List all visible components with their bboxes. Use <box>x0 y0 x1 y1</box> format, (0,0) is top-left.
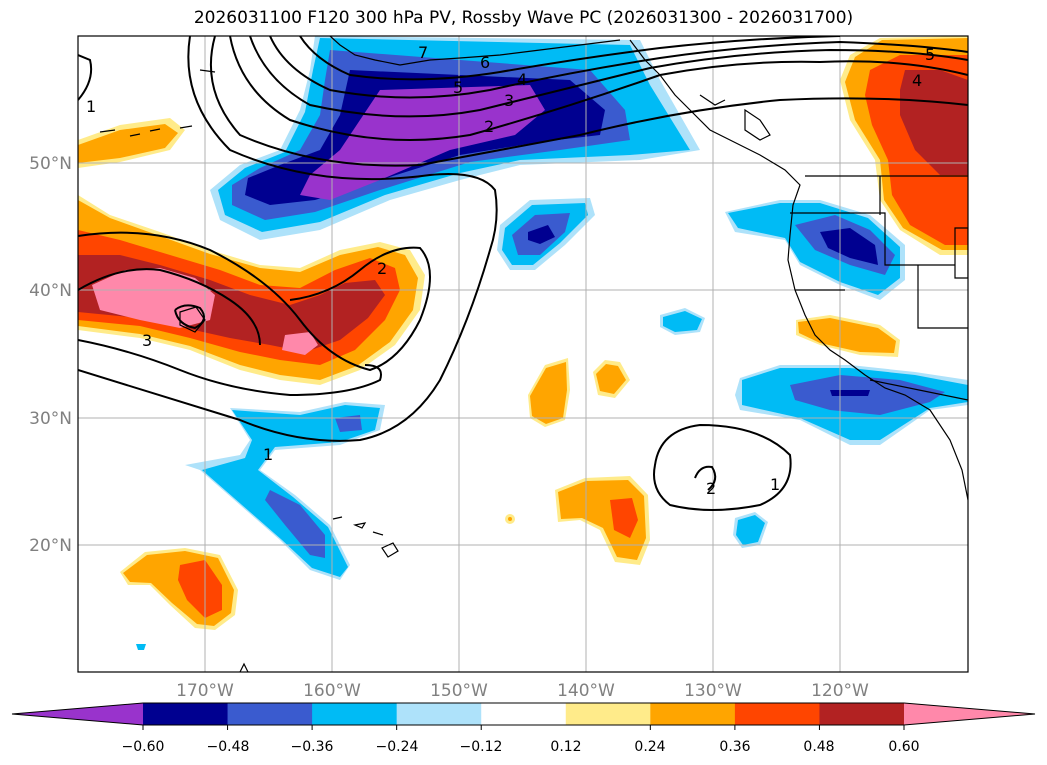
map-area: 7 6 5 4 3 2 1 2 3 1 2 1 5 4 <box>78 36 968 672</box>
colorbar-segment <box>396 703 482 725</box>
colorbar-label-neg060: −0.60 <box>122 739 165 755</box>
colorbar-extend-low <box>12 703 143 725</box>
contour-label-2-south: 2 <box>706 479 716 498</box>
contour-labels: 7 6 5 4 3 2 1 2 3 1 2 1 5 4 <box>86 43 935 498</box>
lon-label-130w: 130°W <box>684 681 742 701</box>
contour-label-1-jet: 1 <box>263 445 273 464</box>
lon-label-140w: 140°W <box>557 681 615 701</box>
colorbar: −0.60 −0.48 −0.36 −0.24 −0.12 0.12 0.24 … <box>11 702 1036 755</box>
pv-contours <box>78 36 968 511</box>
negative-anomaly-subtropical-band <box>185 402 385 580</box>
lon-label-160w: 160°W <box>303 681 361 701</box>
contour-label-1-nw: 1 <box>86 97 96 116</box>
contour-label-2: 2 <box>484 117 494 136</box>
coastlines <box>99 36 968 672</box>
lon-label-170w: 170°W <box>176 681 234 701</box>
colorbar-segment <box>481 703 567 725</box>
colorbar-segment <box>819 703 905 725</box>
colorbar-segment <box>143 703 229 725</box>
colorbar-label-024: 0.24 <box>634 739 665 755</box>
colorbar-label-060: 0.60 <box>888 739 919 755</box>
lon-label-150w: 150°W <box>430 681 488 701</box>
colorbar-label-012: 0.12 <box>550 739 581 755</box>
colorbar-segment <box>312 703 398 725</box>
colorbar-label-neg048: −0.48 <box>207 739 250 755</box>
negative-anomaly-west-coast <box>725 200 905 300</box>
lon-label-120w: 120°W <box>811 681 869 701</box>
longitude-labels: 170°W 160°W 150°W 140°W 130°W 120°W <box>176 681 869 701</box>
contour-label-3-jet: 3 <box>142 331 152 350</box>
colorbar-extend-high <box>904 703 1035 725</box>
lat-label-50n: 50°N <box>29 154 72 174</box>
colorbar-tick-labels: −0.60 −0.48 −0.36 −0.24 −0.12 0.12 0.24 … <box>122 739 920 755</box>
contour-label-2-jet: 2 <box>377 259 387 278</box>
positive-anomaly-small-patches <box>120 315 900 630</box>
lat-label-30n: 30°N <box>29 409 72 429</box>
colorbar-segment <box>734 703 820 725</box>
map-title: 2026031100 F120 300 hPa PV, Rossby Wave … <box>193 8 854 28</box>
colorbar-label-neg024: −0.24 <box>376 739 419 755</box>
colorbar-segment <box>650 703 736 725</box>
lat-label-40n: 40°N <box>29 281 72 301</box>
contour-label-5: 5 <box>453 78 463 97</box>
contour-label-1-south: 1 <box>770 475 780 494</box>
colorbar-label-neg036: −0.36 <box>291 739 334 755</box>
negative-anomaly-california <box>735 365 968 445</box>
colorbar-label-048: 0.48 <box>803 739 834 755</box>
gridlines <box>78 36 968 672</box>
contour-label-7: 7 <box>418 43 428 62</box>
contour-label-5-ne: 5 <box>925 45 935 64</box>
colorbar-segment <box>227 703 313 725</box>
colorbar-segment <box>565 703 651 725</box>
lat-label-20n: 20°N <box>29 536 72 556</box>
latitude-labels: 50°N 40°N 30°N 20°N <box>29 154 72 556</box>
map-frame <box>77 35 969 673</box>
contour-label-3: 3 <box>504 91 514 110</box>
positive-anomaly-northwest <box>78 118 185 168</box>
colorbar-label-neg012: −0.12 <box>460 739 503 755</box>
negative-anomaly-small-patches <box>136 308 768 650</box>
contour-label-4: 4 <box>517 70 527 89</box>
negative-anomaly-small-north <box>497 198 595 270</box>
colorbar-label-036: 0.36 <box>719 739 750 755</box>
contour-label-4-ne: 4 <box>912 71 922 90</box>
contour-label-6: 6 <box>480 53 490 72</box>
